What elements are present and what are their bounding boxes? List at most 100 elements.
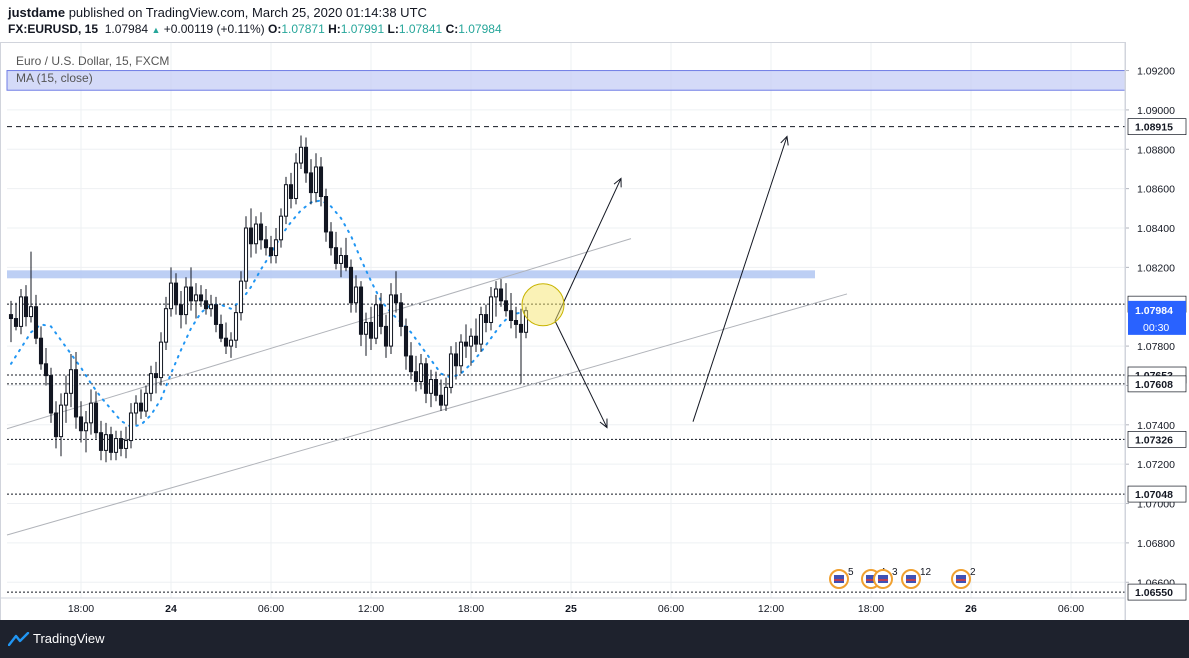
- projection-arrow[interactable]: [554, 320, 608, 429]
- candle[interactable]: [278, 208, 284, 248]
- candle[interactable]: [433, 371, 439, 402]
- candle[interactable]: [78, 401, 84, 443]
- candle[interactable]: [18, 289, 24, 335]
- candle[interactable]: [13, 302, 19, 331]
- candle[interactable]: [363, 312, 369, 356]
- candle[interactable]: [208, 294, 214, 317]
- candle[interactable]: [143, 385, 149, 417]
- candle[interactable]: [323, 188, 329, 242]
- candle[interactable]: [218, 314, 224, 343]
- candle[interactable]: [113, 430, 119, 461]
- candle[interactable]: [38, 326, 44, 370]
- candle[interactable]: [283, 176, 289, 225]
- candle[interactable]: [343, 237, 349, 272]
- candle[interactable]: [438, 379, 444, 412]
- resistance-zone[interactable]: [7, 270, 815, 279]
- candle[interactable]: [263, 226, 269, 256]
- candle[interactable]: [163, 296, 169, 351]
- candle[interactable]: [303, 137, 309, 183]
- candle[interactable]: [108, 426, 114, 461]
- candle[interactable]: [68, 353, 74, 408]
- candle[interactable]: [408, 342, 414, 380]
- current-price-tag[interactable]: [1128, 300, 1186, 335]
- candle[interactable]: [333, 231, 339, 270]
- candle[interactable]: [443, 377, 449, 412]
- candle[interactable]: [253, 216, 259, 254]
- candle[interactable]: [188, 267, 194, 311]
- moving-average-line[interactable]: [10, 199, 527, 428]
- candle[interactable]: [478, 306, 484, 352]
- candle[interactable]: [353, 275, 359, 313]
- trend-channel-line[interactable]: [6, 293, 848, 536]
- candle[interactable]: [198, 285, 204, 307]
- candle[interactable]: [483, 304, 489, 333]
- candle[interactable]: [48, 367, 54, 423]
- economic-event-marker[interactable]: 12: [901, 567, 932, 589]
- candle[interactable]: [8, 300, 14, 343]
- projection-arrow[interactable]: [692, 135, 789, 422]
- candle[interactable]: [423, 357, 429, 404]
- candle[interactable]: [153, 361, 159, 394]
- candle[interactable]: [223, 322, 229, 354]
- candle[interactable]: [128, 403, 134, 449]
- candle[interactable]: [348, 259, 354, 313]
- economic-event-marker[interactable]: 2: [951, 567, 976, 589]
- candle[interactable]: [503, 283, 509, 317]
- level-price-tag[interactable]: [1127, 485, 1187, 503]
- candle[interactable]: [133, 395, 139, 425]
- candle[interactable]: [413, 355, 419, 392]
- candle[interactable]: [83, 411, 89, 453]
- candle[interactable]: [418, 353, 424, 390]
- candle[interactable]: [173, 273, 179, 315]
- candle[interactable]: [488, 287, 494, 331]
- candle[interactable]: [98, 420, 104, 461]
- level-price-tag[interactable]: [1127, 431, 1187, 448]
- level-price-tag[interactable]: [1127, 118, 1187, 135]
- candle[interactable]: [148, 365, 154, 402]
- resistance-zone[interactable]: [6, 70, 1126, 91]
- candle[interactable]: [373, 294, 379, 345]
- candle[interactable]: [203, 289, 209, 315]
- candle[interactable]: [378, 292, 384, 335]
- candle[interactable]: [118, 430, 124, 457]
- candle[interactable]: [103, 422, 109, 463]
- candle[interactable]: [298, 135, 304, 169]
- trend-channel-line[interactable]: [6, 238, 632, 430]
- candle[interactable]: [233, 304, 239, 349]
- candle[interactable]: [318, 157, 324, 207]
- candle[interactable]: [28, 251, 34, 323]
- candle[interactable]: [388, 283, 394, 354]
- candle[interactable]: [453, 342, 459, 380]
- candle[interactable]: [258, 212, 264, 250]
- candle[interactable]: [288, 172, 294, 209]
- candle[interactable]: [448, 346, 454, 394]
- candle[interactable]: [138, 389, 144, 419]
- candle[interactable]: [498, 279, 504, 307]
- candle[interactable]: [58, 393, 64, 457]
- candle[interactable]: [493, 281, 499, 317]
- symbol-legend[interactable]: Euro / U.S. Dollar, 15, FXCM: [16, 54, 170, 68]
- candle[interactable]: [88, 389, 94, 435]
- candle[interactable]: [243, 216, 249, 290]
- level-price-tag[interactable]: [1127, 583, 1187, 601]
- candle[interactable]: [328, 222, 334, 256]
- candle[interactable]: [228, 332, 234, 358]
- candle[interactable]: [273, 228, 279, 264]
- projection-arrow[interactable]: [554, 177, 622, 322]
- level-price-tag[interactable]: [1127, 375, 1187, 393]
- price-chart[interactable]: 543122 1.092001.090001.088001.086001.084…: [0, 0, 1189, 620]
- candle[interactable]: [158, 332, 164, 386]
- candle[interactable]: [63, 375, 69, 423]
- candle[interactable]: [383, 314, 389, 358]
- candle[interactable]: [428, 369, 434, 408]
- candle[interactable]: [513, 306, 519, 339]
- candle[interactable]: [518, 308, 524, 384]
- candle[interactable]: [368, 306, 374, 351]
- candle[interactable]: [238, 271, 244, 321]
- tradingview-logo-icon[interactable]: [8, 632, 30, 646]
- tradingview-brand[interactable]: TradingView: [33, 631, 105, 646]
- candle[interactable]: [393, 271, 399, 313]
- author-name[interactable]: justdame: [8, 5, 66, 20]
- candle[interactable]: [308, 159, 314, 205]
- candle[interactable]: [23, 285, 29, 327]
